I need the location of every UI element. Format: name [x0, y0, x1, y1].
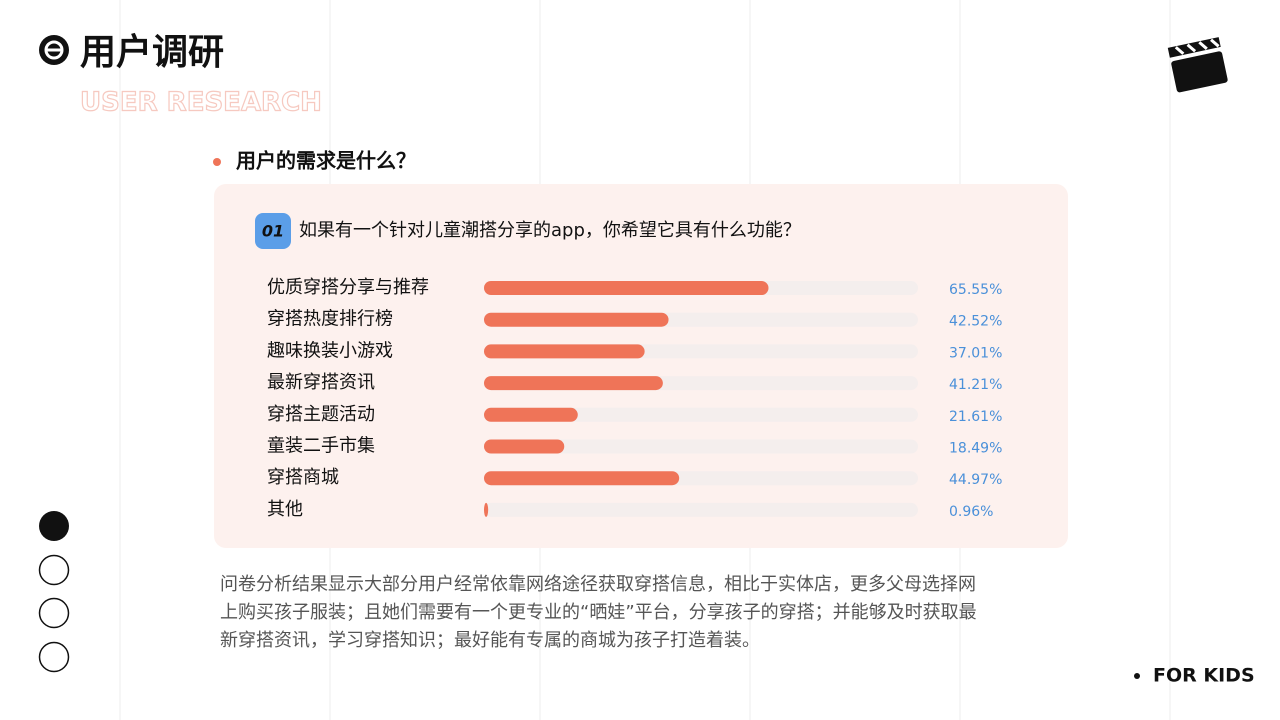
question-text: 如果有一个针对儿童潮搭分享的app，你希望它具有什么功能？: [299, 220, 801, 241]
value-label: 41.21%: [949, 377, 1002, 393]
page-subtitle: USER RESEARCH: [80, 88, 322, 118]
value-label: 21.61%: [949, 409, 1002, 425]
logo-icon: [39, 35, 69, 65]
category-label: 穿搭商城: [267, 467, 339, 488]
category-label: 其他: [267, 499, 303, 520]
bar: [484, 312, 669, 327]
question-number: 01: [262, 222, 284, 241]
bar: [484, 407, 578, 422]
bar-track: [484, 439, 918, 454]
clapperboard-icon: [1167, 37, 1228, 93]
nav-dots: [38, 511, 70, 673]
footer-bullet: [1134, 673, 1140, 679]
question-badge: [255, 213, 291, 249]
bar: [484, 344, 645, 359]
value-label: 0.96%: [949, 504, 993, 520]
value-label: 18.49%: [949, 441, 1002, 457]
value-label: 37.01%: [949, 345, 1002, 361]
value-label: 44.97%: [949, 472, 1002, 488]
paragraph-line: 新穿搭资讯，学习穿搭知识；最好能有专属的商城为孩子打造着装。: [220, 630, 760, 651]
bar: [484, 439, 565, 454]
bar: [484, 376, 663, 391]
value-label: 65.55%: [949, 282, 1002, 298]
category-label: 童装二手市集: [267, 436, 375, 457]
value-label: 42.52%: [949, 314, 1002, 330]
chart-panel: [214, 184, 1068, 548]
category-label: 优质穿搭分享与推荐: [267, 277, 429, 298]
category-label: 穿搭热度排行榜: [267, 309, 393, 330]
bar-track: [484, 502, 918, 517]
paragraph-line: 问卷分析结果显示大部分用户经常依靠网络途径获取穿搭信息，相比于实体店，更多父母选…: [220, 574, 976, 595]
paragraph-line: 上购买孩子服装；且她们需要有一个更专业的“晒娃”平台，分享孩子的穿搭；并能够及时…: [220, 602, 977, 623]
paragraph: 问卷分析结果显示大部分用户经常依靠网络途径获取穿搭信息，相比于实体店，更多父母选…: [220, 574, 977, 651]
footer-tag: FOR KIDS: [1153, 665, 1255, 687]
category-label: 穿搭主题活动: [267, 404, 375, 425]
section-heading: 用户的需求是什么？: [236, 149, 416, 173]
bar-track: [484, 407, 918, 422]
bullet: [213, 158, 221, 166]
category-label: 趣味换装小游戏: [267, 340, 393, 361]
page-title: 用户调研: [80, 32, 224, 73]
category-label: 最新穿搭资讯: [267, 372, 375, 393]
bar: [484, 502, 489, 517]
bar: [484, 471, 680, 486]
bar: [484, 281, 769, 295]
bar-chart: 优质穿搭分享与推荐 65.55% 穿搭热度排行榜 42.52% 趣味换装小游戏 37.01…: [267, 277, 1002, 520]
